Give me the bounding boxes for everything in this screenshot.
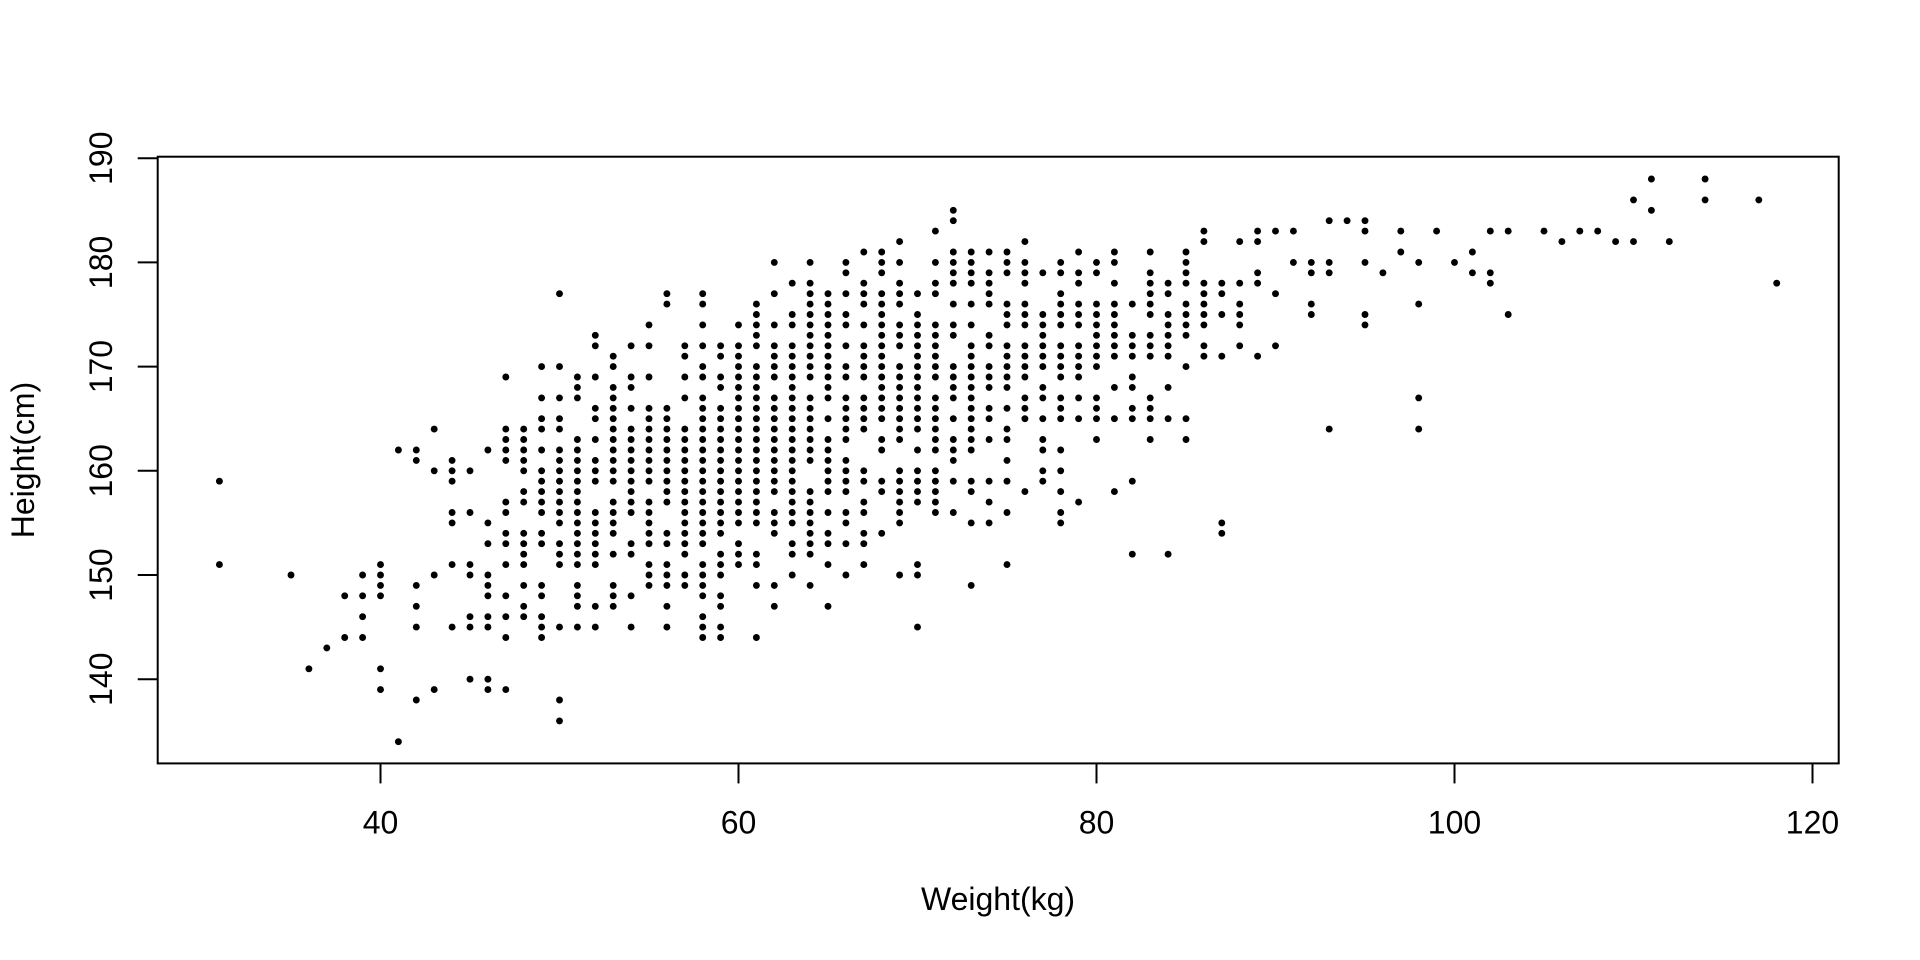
svg-text:150: 150 xyxy=(83,548,119,601)
svg-text:190: 190 xyxy=(83,132,119,185)
svg-text:120: 120 xyxy=(1786,804,1839,840)
svg-text:60: 60 xyxy=(721,804,757,840)
svg-text:100: 100 xyxy=(1428,804,1481,840)
svg-text:160: 160 xyxy=(83,444,119,497)
svg-text:170: 170 xyxy=(83,340,119,393)
svg-text:80: 80 xyxy=(1079,804,1115,840)
svg-text:Height(cm): Height(cm) xyxy=(5,382,41,538)
svg-text:140: 140 xyxy=(83,653,119,706)
svg-text:Weight(kg): Weight(kg) xyxy=(921,881,1075,917)
svg-text:40: 40 xyxy=(363,804,399,840)
svg-text:180: 180 xyxy=(83,236,119,289)
